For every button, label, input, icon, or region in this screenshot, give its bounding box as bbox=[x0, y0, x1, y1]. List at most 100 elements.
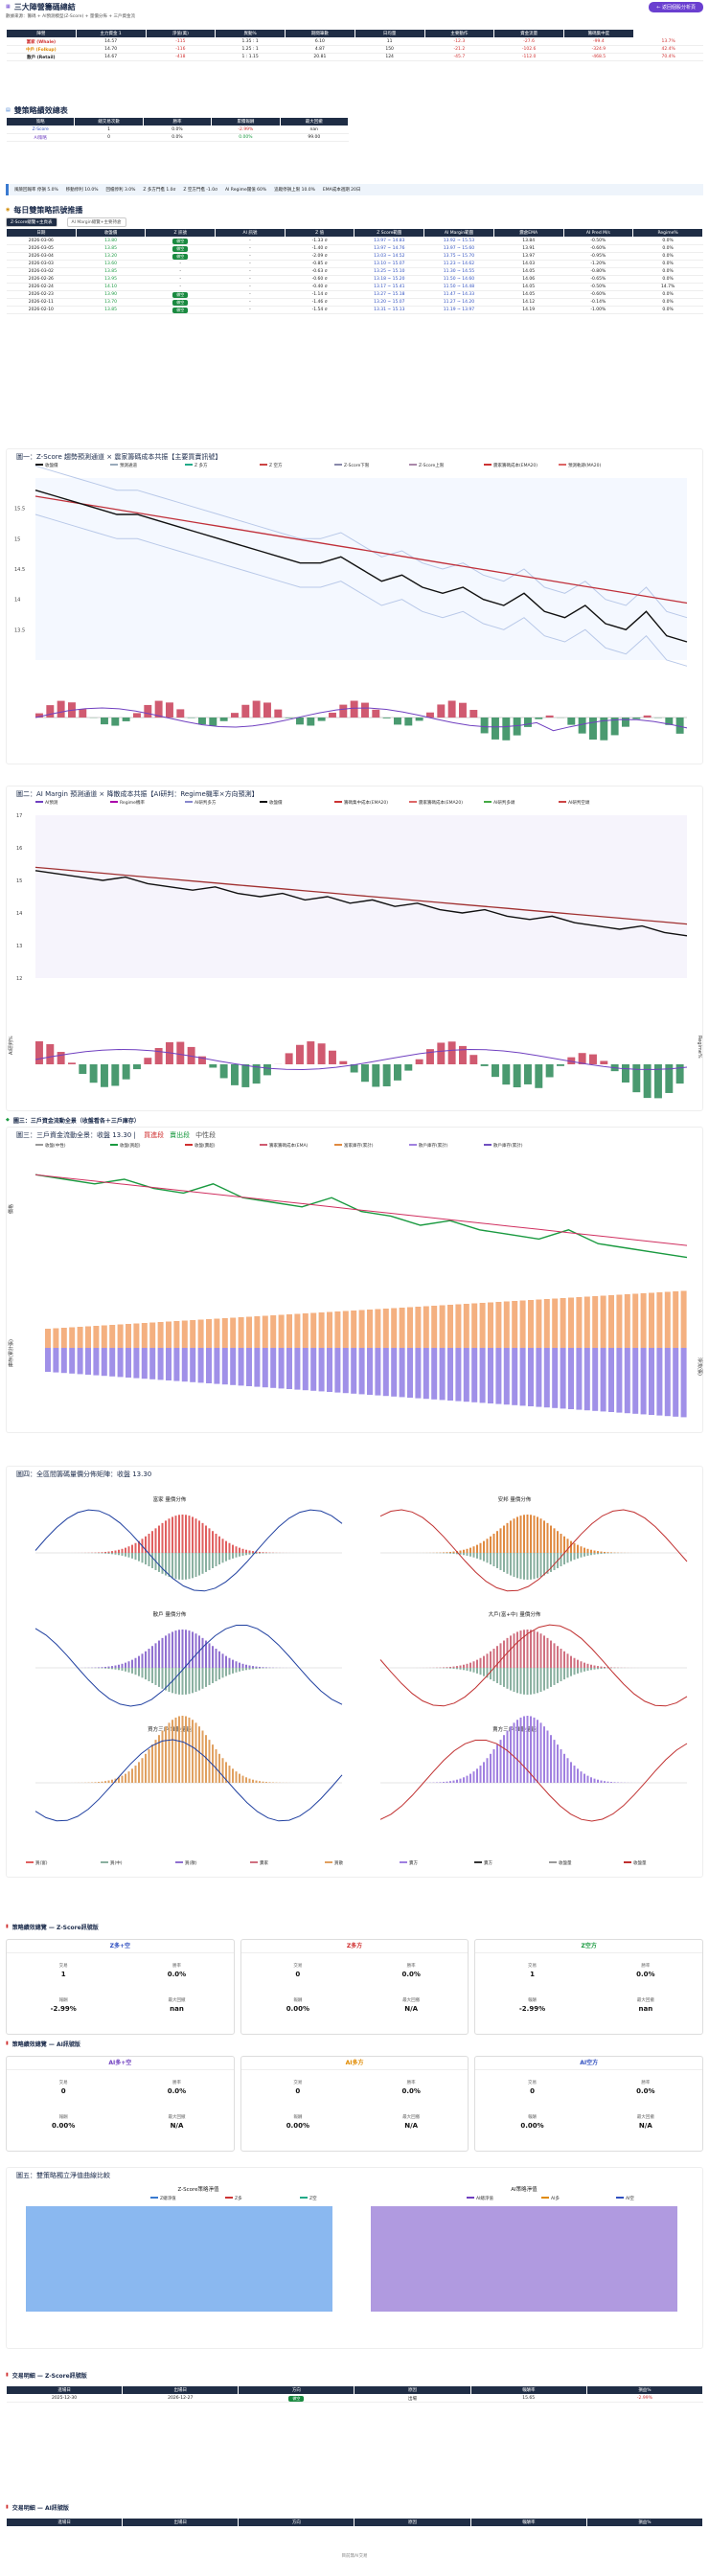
bar-mark bbox=[339, 704, 348, 718]
volume-bar bbox=[560, 1534, 562, 1553]
bar-mark bbox=[426, 1049, 434, 1064]
tick-label: 15 bbox=[16, 878, 22, 884]
volume-bar bbox=[604, 1551, 606, 1553]
volume-bar bbox=[537, 1668, 538, 1694]
bar-mark bbox=[209, 1064, 217, 1068]
stock-bar bbox=[101, 1325, 107, 1348]
metric-value: 0.0% bbox=[167, 2087, 187, 2095]
table-cell: 13.17 ~ 15.41 bbox=[354, 283, 424, 291]
volume-bar bbox=[98, 1782, 100, 1783]
metric-value: 0.00% bbox=[286, 2122, 309, 2130]
left-title: Z-Score策略淨值 bbox=[177, 2185, 219, 2193]
volume-bar bbox=[158, 1735, 160, 1783]
card-metric: 最大回撤 N/A bbox=[354, 1997, 468, 2013]
volume-bar bbox=[597, 1666, 599, 1668]
stock-bar bbox=[431, 1348, 438, 1400]
stock-bar bbox=[230, 1348, 237, 1385]
table-cell: 2026-02-24 bbox=[6, 283, 77, 291]
column-header: 報酬率 bbox=[469, 2385, 587, 2395]
legend-label: AI總淨值 bbox=[476, 2195, 493, 2201]
column-header: 籌碼集中度 bbox=[563, 29, 634, 38]
stock-bar bbox=[649, 1292, 654, 1348]
volume-bar bbox=[600, 1551, 603, 1553]
metric-value: -2.99% bbox=[50, 2005, 77, 2013]
tick-label: 13.5 bbox=[14, 627, 25, 633]
panel-title: 散戶 量價分佈 bbox=[153, 1610, 187, 1618]
legend-swatch bbox=[484, 1144, 492, 1146]
volume-bar bbox=[165, 1635, 167, 1668]
volume-bar bbox=[151, 1744, 153, 1783]
y-label-right: 淨流(張) bbox=[697, 1357, 703, 1376]
stock-bar bbox=[552, 1298, 559, 1348]
volume-bar bbox=[606, 1668, 609, 1669]
table-cell: 2026-02-26 bbox=[6, 275, 77, 284]
bar-mark bbox=[622, 718, 629, 727]
volume-bar bbox=[228, 1766, 231, 1783]
table-cell: - bbox=[215, 244, 286, 253]
stock-bar bbox=[471, 1348, 478, 1402]
stock-bar bbox=[77, 1327, 83, 1348]
card-metric: 勝率 0.0% bbox=[120, 2080, 233, 2095]
stock-bar bbox=[680, 1348, 687, 1418]
volume-bar bbox=[533, 1668, 536, 1695]
card-metric: 勝率 0.0% bbox=[354, 1963, 468, 1978]
table-cell: 13.97 ~ 14.83 bbox=[354, 237, 424, 245]
direction-badge: 做空 bbox=[288, 2395, 305, 2402]
column-header: 報酬率 bbox=[469, 2518, 587, 2527]
table-cell: 13.92 ~ 15.53 bbox=[423, 237, 494, 245]
table-cell: 14.19 bbox=[493, 306, 563, 314]
volume-bar bbox=[590, 1553, 592, 1556]
volume-bar bbox=[597, 1779, 599, 1783]
bar-mark bbox=[643, 1064, 652, 1099]
volume-bar bbox=[513, 1722, 515, 1783]
table-cell: -0.60% bbox=[563, 244, 633, 253]
column-header: 總交易次數 bbox=[74, 117, 144, 126]
volume-bar bbox=[499, 1643, 502, 1668]
table-cell: 13.85 bbox=[76, 267, 146, 276]
legend-label: Z 空方 bbox=[269, 462, 283, 468]
close-line bbox=[34, 1174, 688, 1259]
bar-mark bbox=[79, 709, 87, 718]
legend-label: Z-Score上限 bbox=[419, 462, 445, 468]
bar-mark bbox=[317, 1043, 326, 1064]
volume-bar bbox=[245, 1664, 247, 1668]
regime-line bbox=[34, 1048, 688, 1071]
stock-bar bbox=[479, 1348, 486, 1403]
table-cell: 11.47 ~ 14.33 bbox=[423, 290, 494, 299]
stock-bar bbox=[512, 1301, 518, 1348]
stock-bar bbox=[431, 1306, 438, 1348]
volume-bar bbox=[241, 1663, 244, 1668]
volume-bar bbox=[127, 1661, 130, 1668]
volume-bar bbox=[255, 1553, 258, 1554]
volume-bar bbox=[252, 1551, 254, 1553]
bar-mark bbox=[57, 700, 65, 718]
volume-bar bbox=[546, 1637, 549, 1668]
y-label-left: AI研判% bbox=[8, 1036, 14, 1055]
volume-bar bbox=[496, 1668, 498, 1683]
volume-bar bbox=[198, 1553, 200, 1576]
table-cell: 13.95 bbox=[76, 275, 146, 284]
card-metric: 報酬 0.00% bbox=[475, 2114, 588, 2130]
volume-bar bbox=[486, 1758, 489, 1783]
volume-bar bbox=[573, 1542, 576, 1553]
stock-bar bbox=[318, 1312, 325, 1348]
volume-bar bbox=[499, 1740, 502, 1783]
volume-bar bbox=[158, 1668, 160, 1687]
tab-1[interactable]: AI Margin總覽+主要持倉 bbox=[66, 217, 126, 227]
bar-mark bbox=[231, 1064, 239, 1085]
volume-bar bbox=[537, 1553, 538, 1579]
strategy-card: AI多方 交易 0 勝率 0.0% 報酬 0.00% 最大回撤 N/A bbox=[240, 2056, 469, 2152]
legend-swatch bbox=[185, 464, 193, 466]
volume-bar bbox=[239, 1773, 240, 1783]
tab-0[interactable]: Z-Score總覽+主頁表 bbox=[6, 217, 57, 227]
stock-bar bbox=[375, 1309, 381, 1348]
back-button[interactable]: ← 返回個股分析頁 bbox=[649, 2, 703, 12]
stock-bar bbox=[673, 1348, 679, 1417]
volume-bar bbox=[476, 1544, 478, 1553]
bar-mark bbox=[404, 1064, 413, 1071]
legend-swatch bbox=[260, 464, 267, 466]
volume-bar bbox=[496, 1646, 498, 1668]
volume-bar bbox=[496, 1553, 498, 1568]
table-cell: 13.20 bbox=[76, 252, 146, 261]
stock-bar bbox=[238, 1348, 244, 1386]
